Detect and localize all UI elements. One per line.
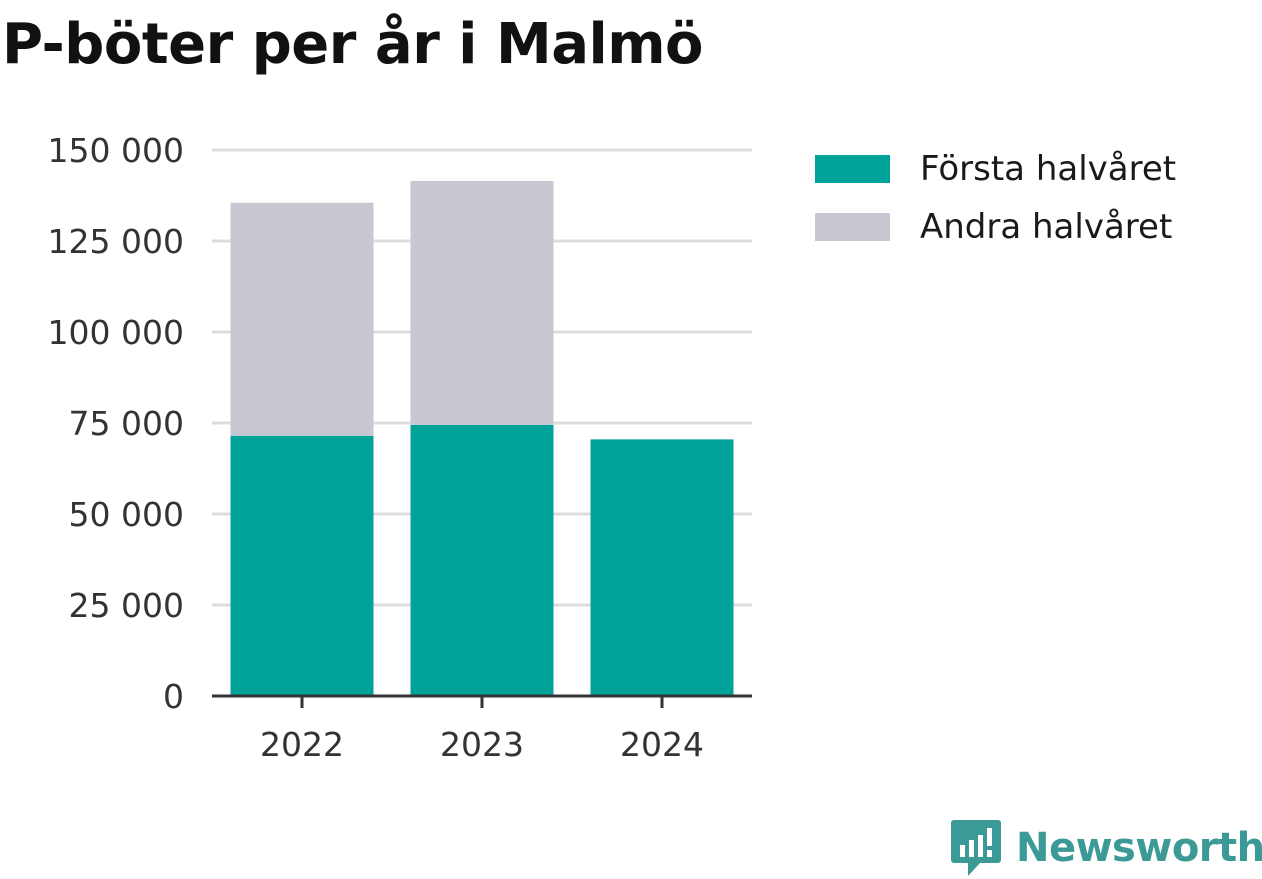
x-tick-label: 2022 [260, 725, 344, 764]
legend-label-andra: Andra halvåret [920, 207, 1173, 247]
x-tick-label: 2023 [440, 725, 524, 764]
bars [230, 180, 734, 696]
y-tick-label: 25 000 [69, 586, 184, 625]
x-tick-label: 2024 [620, 725, 704, 764]
bar-segment [590, 439, 734, 696]
legend-item-forsta: Första halvåret [815, 140, 1176, 198]
legend-swatch-andra [815, 213, 890, 241]
axes: 0 25 000 50 000 75 000 100 000 125 000 150 000… [48, 131, 752, 764]
y-tick-label: 150 000 [48, 131, 184, 170]
brand-name: Newsworthy [1016, 825, 1262, 871]
legend: Första halvåret Andra halvåret [815, 140, 1176, 256]
y-tick-label: 100 000 [48, 313, 184, 352]
y-tick-label: 75 000 [69, 404, 184, 443]
bar-segment [230, 202, 374, 436]
chart-title: P-böter per år i Malmö [2, 12, 704, 77]
bar-segment [230, 435, 374, 696]
y-tick-label: 125 000 [48, 222, 184, 261]
y-tick-label: 0 [163, 677, 184, 716]
newsworthy-logo-icon [951, 820, 1001, 876]
y-tick-label: 50 000 [69, 495, 184, 534]
legend-label-forsta: Första halvåret [920, 149, 1177, 189]
bar-segment [410, 424, 554, 696]
newsworthy-brand: Newsworthy [950, 818, 1262, 878]
legend-swatch-forsta [815, 155, 890, 183]
legend-item-andra: Andra halvåret [815, 198, 1176, 256]
bar-segment [410, 180, 554, 425]
